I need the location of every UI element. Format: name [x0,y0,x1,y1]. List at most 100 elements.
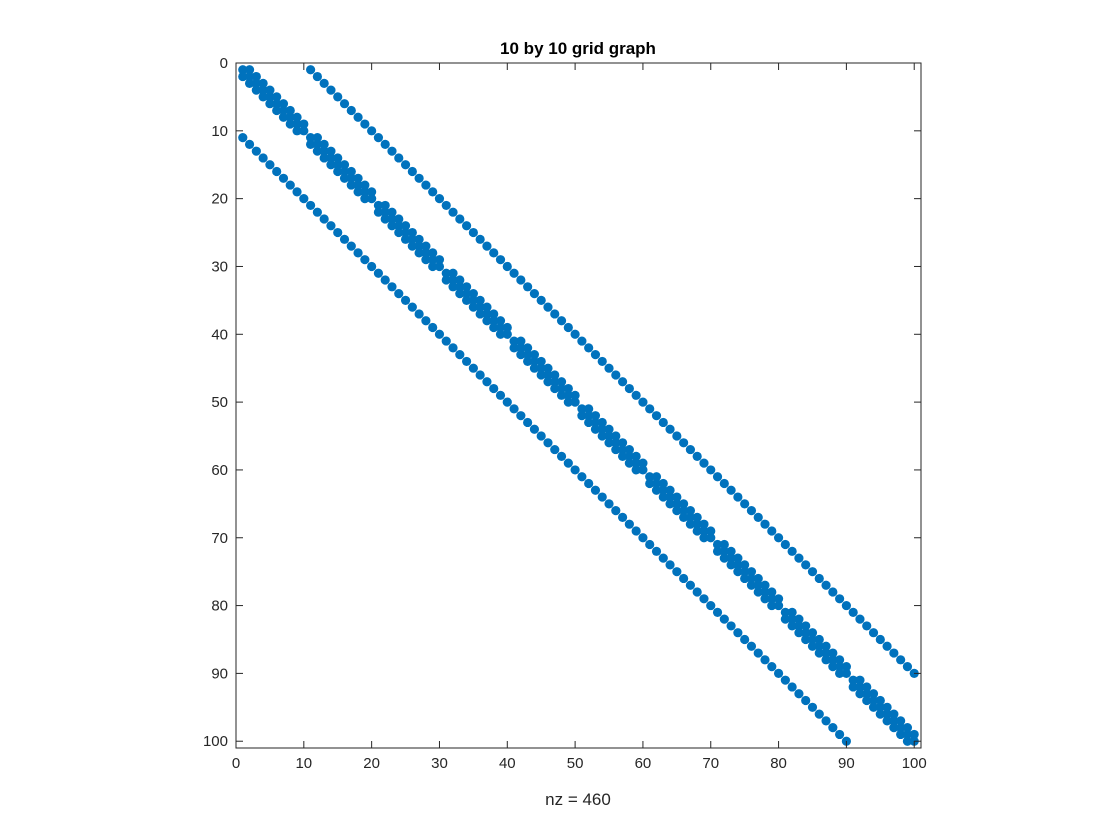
spy-point [584,411,594,421]
spy-point [624,383,634,394]
spy-point [312,207,322,217]
spy-point [712,472,723,482]
spy-point [346,180,356,190]
spy-point [862,689,872,699]
spy-point [767,600,777,611]
spy-point [889,709,899,719]
spy-point [244,65,255,75]
spy-point [516,411,526,421]
spy-point [489,309,499,319]
spy-point [319,146,329,156]
spy-point [645,539,655,550]
spy-point [299,194,309,204]
spy-point [753,648,763,658]
spy-point [468,363,478,373]
spy-point [773,533,784,543]
spy-point [780,675,790,685]
spy-point [638,397,648,407]
x-tick-label: 90 [838,755,855,772]
spy-point [326,221,336,231]
spy-point [692,587,702,597]
spy-point [821,655,831,665]
spy-point [306,139,316,149]
x-tick-label: 80 [770,755,787,772]
spy-point [278,112,289,122]
spy-point [428,261,438,272]
spy-point [706,526,716,536]
spy-point [651,546,662,556]
chart-title: 10 by 10 grid graph [500,39,656,58]
spy-point [719,546,729,556]
spy-point [611,444,621,455]
spy-point [489,383,499,394]
spy-point [434,329,445,339]
spy-point [475,295,485,305]
spy-point [807,641,818,651]
spy-point [794,621,804,631]
spy-point [577,472,587,482]
spy-point [807,628,818,638]
spy-point [794,628,804,638]
spy-point [536,363,546,373]
spy-point [780,607,790,617]
spy-point [760,519,770,529]
spy-point [590,424,601,434]
spy-point [828,723,838,733]
spy-point [319,214,329,224]
spy-point [665,560,675,570]
spy-point [767,594,777,604]
spy-point [339,173,350,183]
spy-point [902,729,913,740]
spy-point [719,553,729,563]
spy-point [489,316,499,326]
spy-point [719,614,729,624]
spy-point [468,302,478,312]
spy-point [407,241,417,251]
spy-point [461,282,472,292]
spy-point [617,377,628,387]
spy-point [495,316,506,326]
spy-point [590,485,601,495]
spy-point [455,214,465,224]
spy-point [468,295,478,305]
spy-point [441,200,451,211]
spy-point [631,465,641,475]
spy-point [672,567,682,577]
spy-point [726,553,736,563]
y-tick-label: 10 [211,123,228,140]
spy-point [692,519,702,529]
spy-point [346,105,356,116]
x-tick-label: 50 [567,755,584,772]
spy-point [353,173,363,183]
spy-point [679,506,689,516]
spy-point [550,444,560,455]
y-tick-label: 70 [211,530,228,547]
spy-point [482,241,492,251]
spy-point [319,78,329,88]
spy-point [495,255,506,265]
spy-point [360,180,370,190]
spy-point [875,702,885,712]
spy-point [672,499,682,509]
spy-point [665,499,675,509]
spy-point [801,621,811,631]
spy-point [787,607,797,617]
spy-point [611,370,621,380]
spy-point [821,580,831,590]
spy-point [773,594,784,604]
spy-point [333,166,343,177]
spy-point [787,682,797,692]
spy-point [584,478,594,489]
spy-point [353,112,363,122]
spy-point [590,417,601,428]
spy-point [509,336,519,346]
spy-point [672,506,682,516]
spy-point [794,689,804,699]
spy-point [760,580,770,590]
spy-point [468,288,478,299]
spy-point [801,634,811,645]
spy-point [400,227,411,238]
spy-point [516,350,526,360]
spy-point [875,695,885,706]
spy-point [597,424,607,434]
